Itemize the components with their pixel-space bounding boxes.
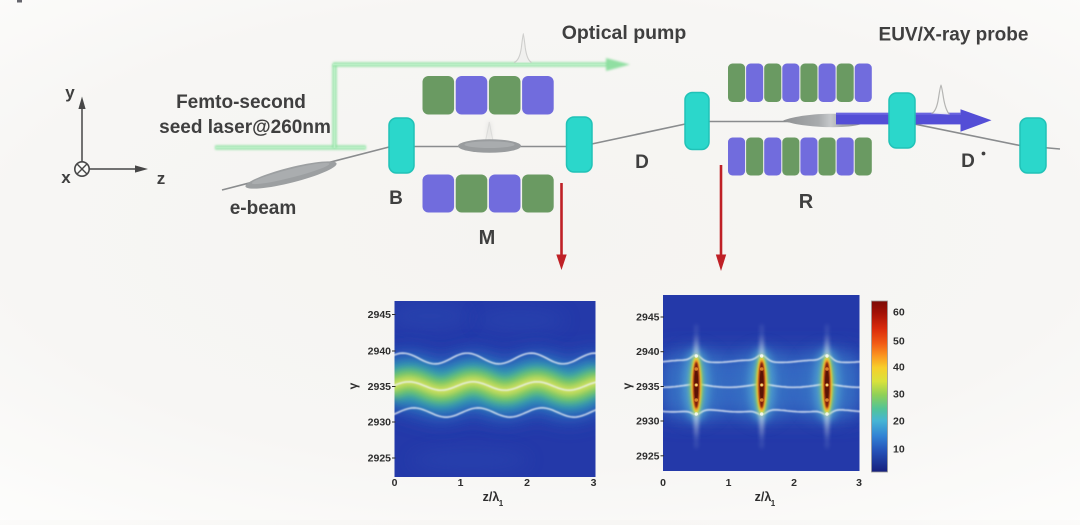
svg-text:2: 2 [791,477,797,489]
svg-text:30: 30 [893,389,905,401]
svg-text:e-beam: e-beam [230,198,297,219]
svg-text:0: 0 [392,477,398,489]
svg-text:D: D [635,152,649,173]
svg-text:2935: 2935 [636,381,660,393]
svg-text:B: B [389,188,403,209]
svg-text:2: 2 [524,477,530,489]
svg-text:R: R [799,191,814,213]
svg-text:1: 1 [726,477,732,489]
svg-text:2925: 2925 [368,453,392,465]
svg-text:2930: 2930 [636,416,660,428]
svg-text:Femto-second: Femto-second [176,92,306,113]
svg-text:2935: 2935 [368,381,392,393]
svg-text:EUV/X-ray probe: EUV/X-ray probe [879,25,1029,46]
svg-text:0: 0 [660,477,666,489]
svg-text:y: y [65,83,75,102]
svg-text:3: 3 [591,477,597,489]
svg-text:2945: 2945 [368,309,392,321]
svg-text:3: 3 [856,477,862,489]
svg-text:M: M [479,227,496,249]
svg-text:2930: 2930 [368,417,392,429]
svg-text:Optical pump: Optical pump [562,22,687,44]
svg-text:2940: 2940 [368,346,392,358]
svg-text:50: 50 [893,336,905,348]
svg-text:60: 60 [893,307,905,319]
svg-text:γ: γ [346,382,360,389]
svg-text:2945: 2945 [636,312,660,324]
svg-text:z: z [157,169,166,188]
svg-text:1: 1 [499,499,504,508]
svg-text:1: 1 [771,499,776,508]
svg-text:10: 10 [893,444,905,456]
svg-text:z/λ: z/λ [755,490,772,504]
svg-text:seed laser@260nm: seed laser@260nm [159,117,331,138]
svg-text:x: x [61,168,71,187]
svg-text:1: 1 [458,477,464,489]
svg-text:2940: 2940 [636,346,660,358]
svg-text:z/λ: z/λ [483,490,500,504]
svg-text:D: D [961,151,975,172]
svg-text:40: 40 [893,362,905,374]
svg-text:γ: γ [620,382,634,389]
svg-text:2925: 2925 [636,450,660,462]
svg-text:20: 20 [893,416,905,428]
